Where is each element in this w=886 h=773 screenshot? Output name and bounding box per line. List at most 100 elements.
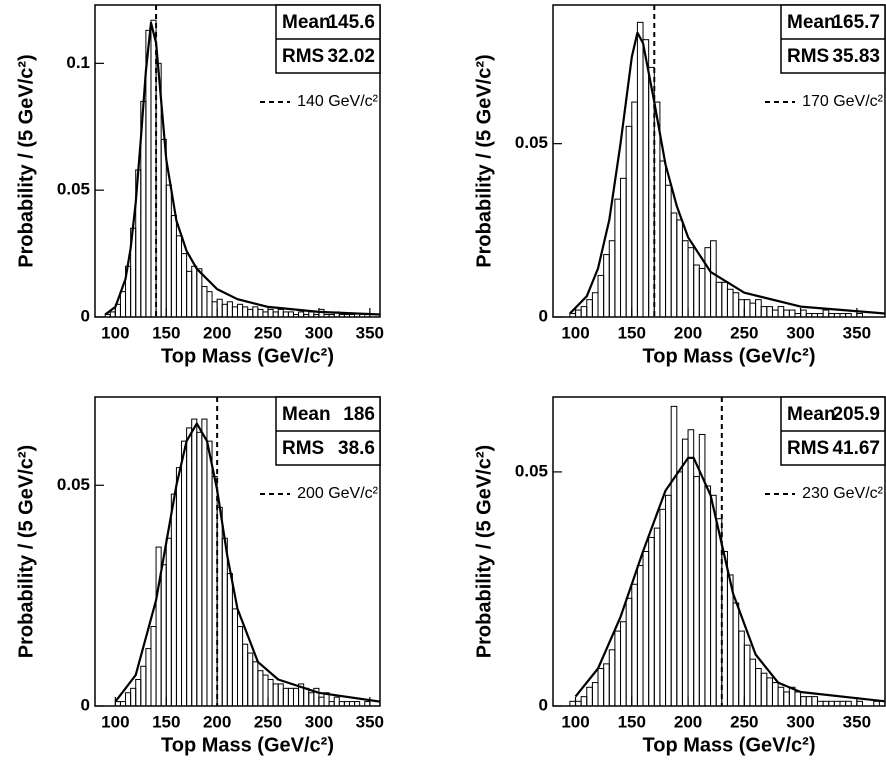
x-tick-label: 100 — [561, 323, 589, 342]
panel: 100 150 200 250 300 350 0 0.05 Top Mass (GeV/c²)… — [473, 396, 886, 756]
stats-name: Mean — [787, 404, 836, 425]
histogram-bin — [676, 471, 683, 706]
histogram-bin — [743, 644, 751, 706]
x-tick-label: 200 — [203, 323, 231, 342]
histogram-bin — [800, 309, 807, 317]
x-tick-label: 300 — [305, 323, 333, 342]
histogram-bin — [625, 597, 633, 706]
stats-name: Mean — [787, 12, 836, 33]
histogram-bin — [614, 630, 622, 706]
histogram-bin — [186, 270, 193, 317]
histogram-bin — [247, 652, 254, 706]
histogram-bin — [726, 574, 734, 706]
histogram-bin — [631, 583, 638, 706]
histogram-bin — [777, 306, 785, 317]
histogram-bin — [648, 536, 655, 706]
histogram-bin — [721, 551, 728, 706]
x-tick-label: 250 — [730, 712, 758, 731]
plot-area — [104, 5, 380, 317]
histogram-bin — [788, 309, 796, 317]
x-tick-label: 250 — [254, 323, 282, 342]
histogram-bin — [631, 101, 638, 317]
legend-label: 140 GeV/c² — [297, 93, 379, 110]
stats-value: 32.02 — [327, 46, 375, 67]
histogram-bin — [272, 683, 279, 706]
histogram-bin — [766, 306, 773, 317]
y-axis-label: Probability / (5 GeV/c²) — [473, 445, 495, 658]
y-axis-label: Probability / (5 GeV/c²) — [15, 445, 37, 658]
y-tick-label: 0 — [81, 695, 90, 714]
histogram-bin — [119, 291, 127, 317]
x-tick-label: 350 — [356, 323, 384, 342]
histogram-bin — [333, 696, 340, 706]
histogram-bin — [580, 306, 588, 317]
x-tick-label: 300 — [786, 323, 814, 342]
stats-name: RMS — [787, 46, 829, 67]
histogram-bin — [287, 311, 294, 317]
histogram-bin — [175, 235, 183, 317]
y-tick-label: 0.05 — [515, 133, 548, 152]
histogram-bin — [308, 692, 315, 706]
histogram-bin — [237, 303, 244, 317]
histogram-bin — [665, 494, 672, 706]
y-tick-label: 0 — [539, 695, 548, 714]
histogram-bin — [586, 686, 593, 706]
y-tick-label: 0.05 — [57, 475, 90, 494]
histogram-bin — [603, 254, 610, 317]
histogram-bin — [676, 219, 683, 317]
histogram-bin — [771, 682, 779, 706]
x-axis-label: Top Mass (GeV/c²) — [161, 734, 334, 756]
histogram-bin — [749, 302, 757, 317]
histogram-bin — [653, 527, 661, 706]
x-axis-label: Top Mass (GeV/c²) — [643, 734, 816, 756]
x-tick-label: 200 — [203, 712, 231, 731]
y-tick-label: 0 — [81, 306, 90, 325]
histogram-bin — [687, 429, 695, 706]
histogram-bin — [257, 308, 264, 317]
histogram-bin — [247, 308, 254, 317]
histogram-bin — [130, 687, 137, 706]
x-tick-label: 100 — [101, 323, 129, 342]
histogram-bin — [687, 247, 695, 317]
histogram-bin — [749, 658, 757, 706]
histogram-bin — [292, 687, 300, 706]
histogram-bin — [777, 686, 785, 706]
histogram-bin — [135, 679, 142, 706]
y-tick-label: 0 — [539, 306, 548, 325]
x-tick-label: 300 — [305, 712, 333, 731]
histogram-bin — [704, 485, 712, 706]
x-axis-label: Top Mass (GeV/c²) — [161, 345, 334, 367]
histogram-bin — [318, 308, 325, 317]
histogram-bin — [665, 184, 672, 317]
histogram-bin — [575, 309, 582, 317]
histogram-bin — [636, 565, 644, 706]
histogram-bin — [125, 692, 132, 706]
fit-curve — [569, 31, 885, 315]
histogram-bin — [771, 309, 779, 317]
histogram-bin — [659, 160, 667, 317]
y-tick-label: 0.1 — [66, 53, 90, 72]
histogram-bin — [252, 661, 259, 706]
histogram-bin — [170, 493, 177, 706]
histogram-bin — [109, 311, 116, 317]
legend-label: 170 GeV/c² — [802, 93, 884, 110]
histogram-bin — [226, 301, 233, 317]
histogram-bin — [591, 292, 599, 317]
histogram-bin — [282, 687, 289, 706]
histogram-bin — [165, 537, 172, 706]
fit-curve — [104, 21, 380, 316]
fit-curve — [114, 422, 380, 703]
legend-label: 200 GeV/c² — [297, 485, 379, 502]
histogram-bin — [693, 264, 700, 317]
histogram-bin — [221, 303, 228, 317]
histogram-bin — [181, 253, 188, 317]
histogram-bin — [642, 39, 650, 317]
plot-frame — [94, 4, 381, 318]
histogram-bin — [704, 247, 712, 317]
histogram-bin — [743, 299, 751, 317]
x-tick-label: 150 — [618, 712, 646, 731]
histogram-bin — [783, 309, 790, 317]
stats-name: RMS — [787, 438, 829, 459]
histogram-bin — [620, 177, 627, 317]
